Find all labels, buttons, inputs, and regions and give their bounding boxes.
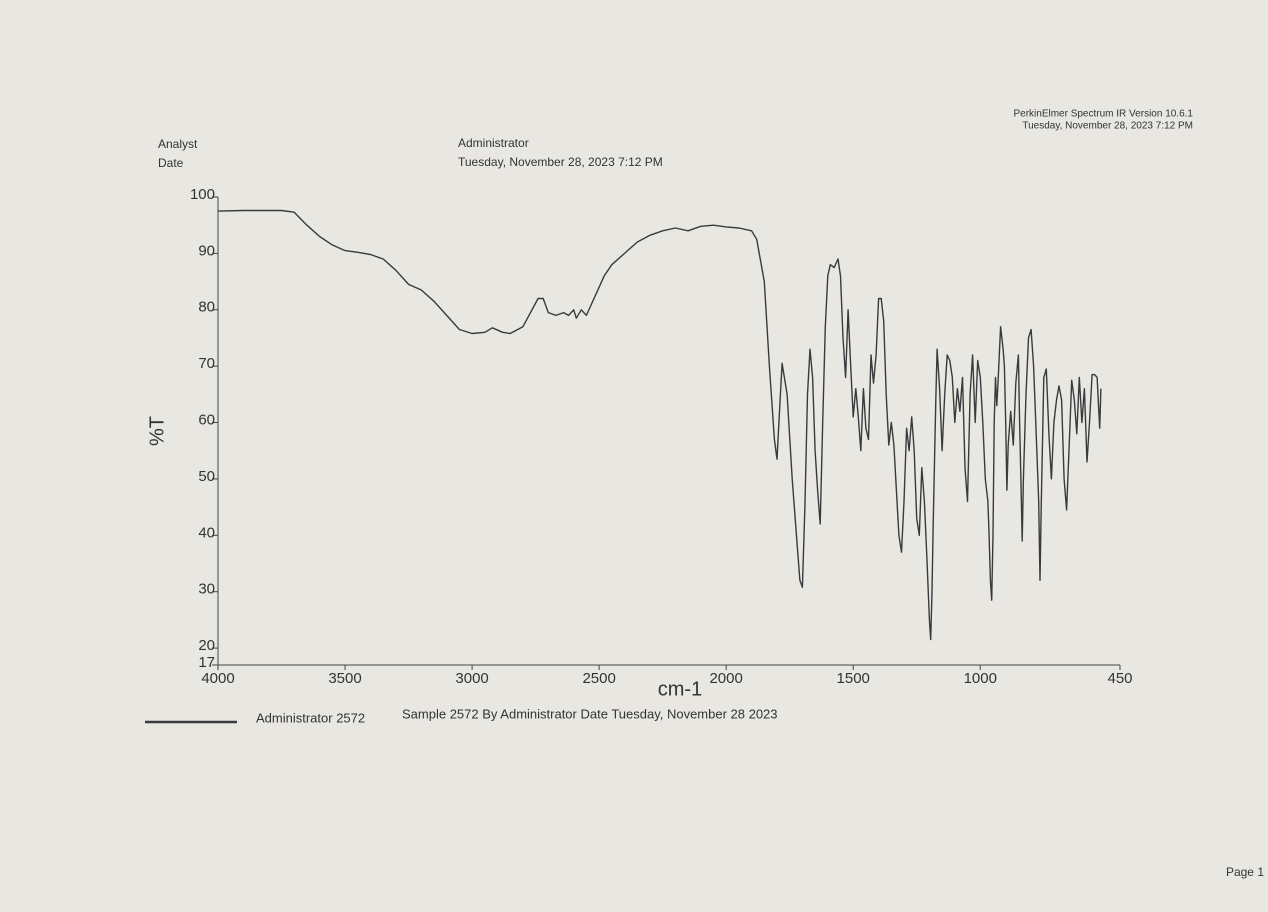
software-date: Tuesday, November 28, 2023 7:12 PM — [1022, 121, 1193, 132]
y-tick-label: 70 — [198, 355, 215, 372]
date-label: Date — [158, 156, 184, 170]
x-tick-label: 1500 — [837, 670, 870, 687]
x-axis-label: cm-1 — [658, 678, 702, 700]
x-tick-label: 450 — [1107, 670, 1132, 687]
x-tick-label: 2000 — [709, 670, 742, 687]
legend-description: Sample 2572 By Administrator Date Tuesda… — [402, 706, 778, 721]
x-tick-label: 2500 — [582, 670, 615, 687]
x-tick-label: 3500 — [328, 670, 361, 687]
y-tick-label: 20 — [198, 637, 215, 654]
analyst-label: Analyst — [158, 137, 198, 151]
legend-label: Administrator 2572 — [256, 710, 365, 725]
y-tick-label: 40 — [198, 524, 215, 541]
y-tick-label: 17 — [198, 654, 215, 671]
analyst: Administrator — [458, 136, 529, 150]
y-tick-label: 90 — [198, 242, 215, 259]
x-tick-label: 4000 — [201, 670, 234, 687]
y-tick-label: 30 — [198, 581, 215, 598]
x-tick-label: 3000 — [455, 670, 488, 687]
page-number: Page 1 — [1226, 865, 1264, 879]
y-tick-label: 80 — [198, 299, 215, 316]
x-tick-label: 1000 — [964, 670, 997, 687]
spectrum-line — [217, 209, 1102, 641]
y-axis-label: %T — [146, 416, 168, 446]
date: Tuesday, November 28, 2023 7:12 PM — [458, 155, 663, 169]
software-version: PerkinElmer Spectrum IR Version 10.6.1 — [1013, 109, 1193, 120]
y-tick-label: 50 — [198, 468, 215, 485]
y-tick-label: 100 — [190, 186, 215, 203]
y-tick-label: 60 — [198, 412, 215, 429]
